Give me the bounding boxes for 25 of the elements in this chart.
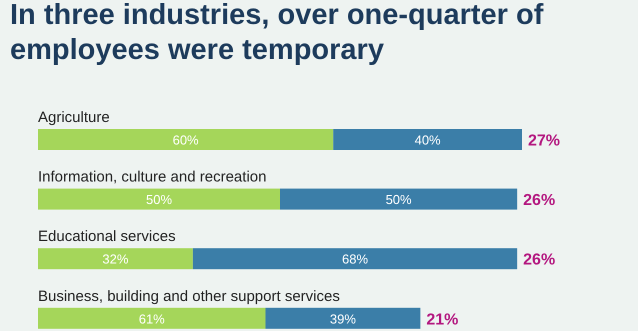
annotation: 60%	[172, 132, 200, 148]
text: 27%	[528, 132, 560, 150]
annotation: 61%	[138, 311, 166, 326]
bar	[38, 129, 334, 150]
text: 26%	[523, 192, 556, 210]
annotation: 32%	[102, 252, 129, 267]
annotation: 50%	[146, 192, 172, 208]
bar	[38, 188, 280, 210]
y-tick-label: Business, building and other support services	[38, 288, 340, 305]
bar	[333, 129, 522, 150]
y-tick-label: Educational services	[38, 228, 176, 246]
bar	[280, 188, 518, 210]
chart-title: In three industries, over one-quarter of employees were temporary	[10, 0, 544, 68]
annotation: 50%	[386, 192, 412, 208]
annotation: 68%	[342, 252, 368, 267]
bar	[38, 308, 266, 329]
annotation: 39%	[330, 311, 356, 326]
text: 26%	[523, 252, 556, 269]
annotation: 21%	[426, 311, 458, 328]
bar	[38, 248, 193, 270]
y-tick-label: Agriculture	[38, 109, 110, 126]
annotation: 40%	[414, 132, 442, 148]
y-tick-label: Information, culture and recreation	[38, 168, 266, 186]
bar	[192, 248, 518, 270]
bar	[265, 308, 420, 329]
